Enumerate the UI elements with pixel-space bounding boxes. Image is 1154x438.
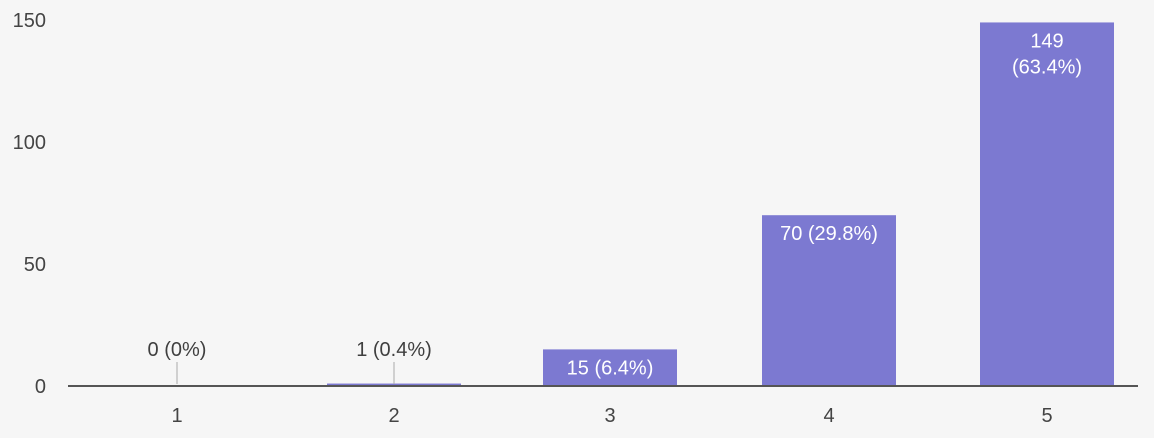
y-tick-label: 150 (13, 10, 46, 32)
x-tick-label: 1 (171, 405, 182, 427)
y-axis-ticks: 0 50 100 150 (13, 10, 46, 398)
x-tick-label: 5 (1041, 405, 1052, 427)
data-label: 1 (0.4%) (356, 339, 432, 361)
bar (327, 383, 461, 386)
x-tick-label: 3 (604, 405, 615, 427)
bar (980, 22, 1114, 386)
data-labels: 0 (0%) 1 (0.4%) 15 (6.4%) 70 (29.8%) 149 (63.… (148, 30, 1082, 384)
x-tick-label: 2 (388, 405, 399, 427)
data-label: 0 (0%) (148, 339, 207, 361)
y-tick-label: 0 (35, 376, 46, 398)
y-tick-label: 100 (13, 132, 46, 154)
x-tick-label: 4 (823, 405, 834, 427)
data-label: 15 (6.4%) (567, 357, 654, 379)
bars (327, 22, 1114, 386)
data-label: 149 (1030, 30, 1063, 52)
y-tick-label: 50 (24, 254, 46, 276)
bar (543, 349, 677, 386)
data-label: 70 (29.8%) (780, 223, 878, 245)
bar (762, 215, 896, 386)
x-axis-ticks: 1 2 3 4 5 (171, 405, 1052, 427)
data-label: (63.4%) (1012, 56, 1082, 78)
